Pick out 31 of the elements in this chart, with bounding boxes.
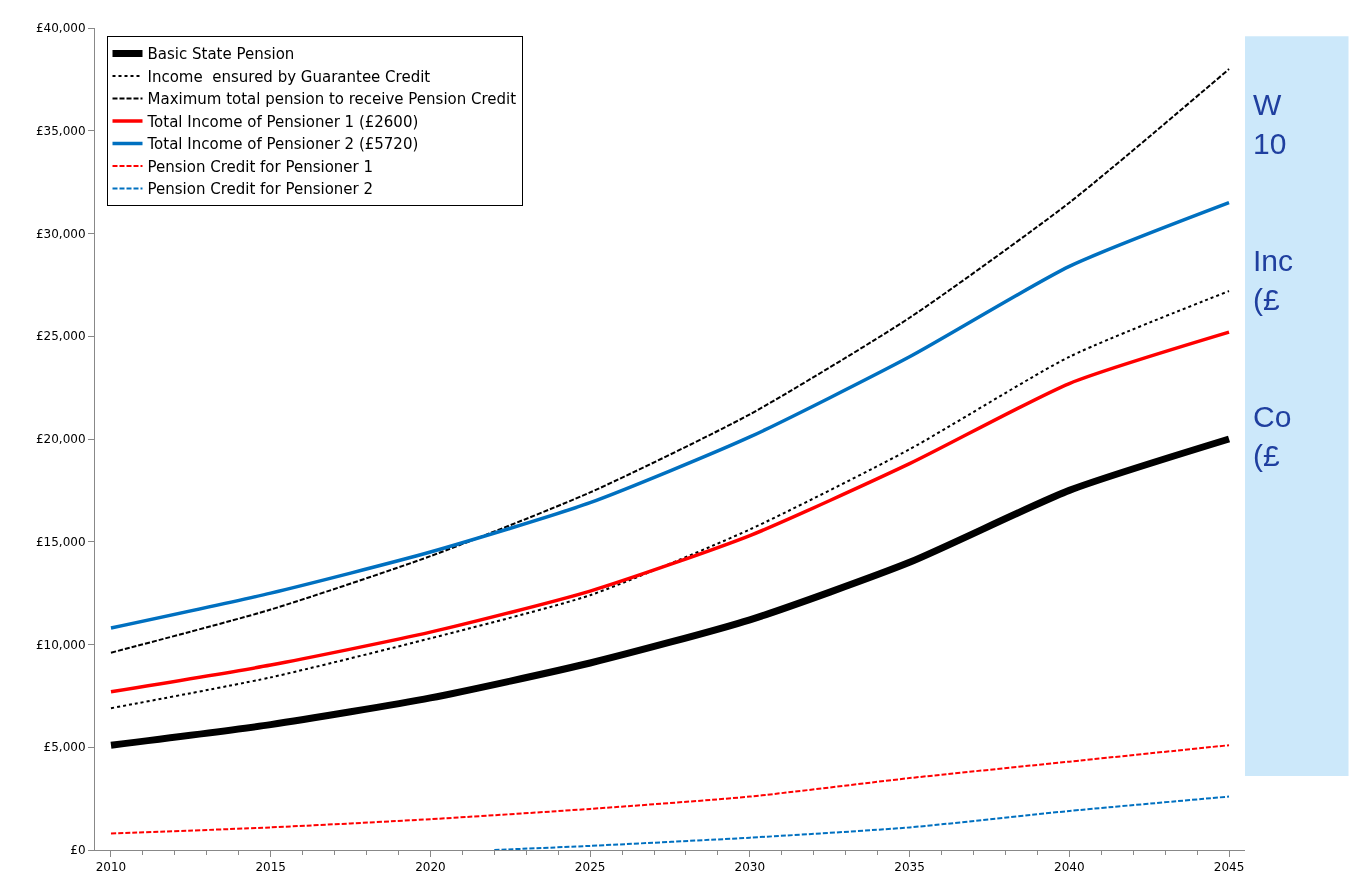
y-tick-label: £0 <box>70 843 86 858</box>
text: Co (£ <box>1253 400 1292 472</box>
y-tick-label: £30,000 <box>35 226 86 241</box>
legend-label: Pension Credit for Pensioner 2 <box>147 180 374 199</box>
x-tick-label: 2035 <box>894 860 925 875</box>
legend-label: Maximum total pension to receive Pension Credit <box>147 90 517 109</box>
legend-label: Basic State Pension <box>147 45 295 64</box>
line-series <box>109 744 1231 835</box>
line-series <box>109 200 1231 630</box>
x-tick-label: 2040 <box>1054 860 1085 875</box>
x-tick-label: 2015 <box>255 860 286 875</box>
y-tick-label: £5,000 <box>43 740 86 755</box>
legend-label: Total Income of Pensioner 1 (£2600) <box>146 112 419 131</box>
legend-label: Pension Credit for Pensioner 1 <box>147 157 374 176</box>
y-tick-label: £10,000 <box>35 637 86 652</box>
x-tick-label: 2010 <box>95 860 127 875</box>
text: Inc (£ <box>1253 244 1294 316</box>
x-tick-label: 2020 <box>415 860 446 875</box>
y-tick-label: £35,000 <box>35 123 86 138</box>
x-tick-label: 2045 <box>1213 860 1245 875</box>
y-tick-label: £15,000 <box>35 534 86 549</box>
y-tick-label: £25,000 <box>35 329 86 344</box>
line-series <box>109 68 1231 654</box>
legend-label: Income ensured by Guarantee Credit <box>147 67 431 86</box>
x-tick-label: 2030 <box>734 860 766 875</box>
legend-label: Total Income of Pensioner 2 (£5720) <box>146 135 419 154</box>
line-series <box>493 795 1231 850</box>
y-tick-label: £20,000 <box>35 432 86 447</box>
text: W 10 <box>1253 88 1287 160</box>
y-tick-label: £40,000 <box>35 21 86 36</box>
x-tick-label: 2025 <box>574 860 606 875</box>
